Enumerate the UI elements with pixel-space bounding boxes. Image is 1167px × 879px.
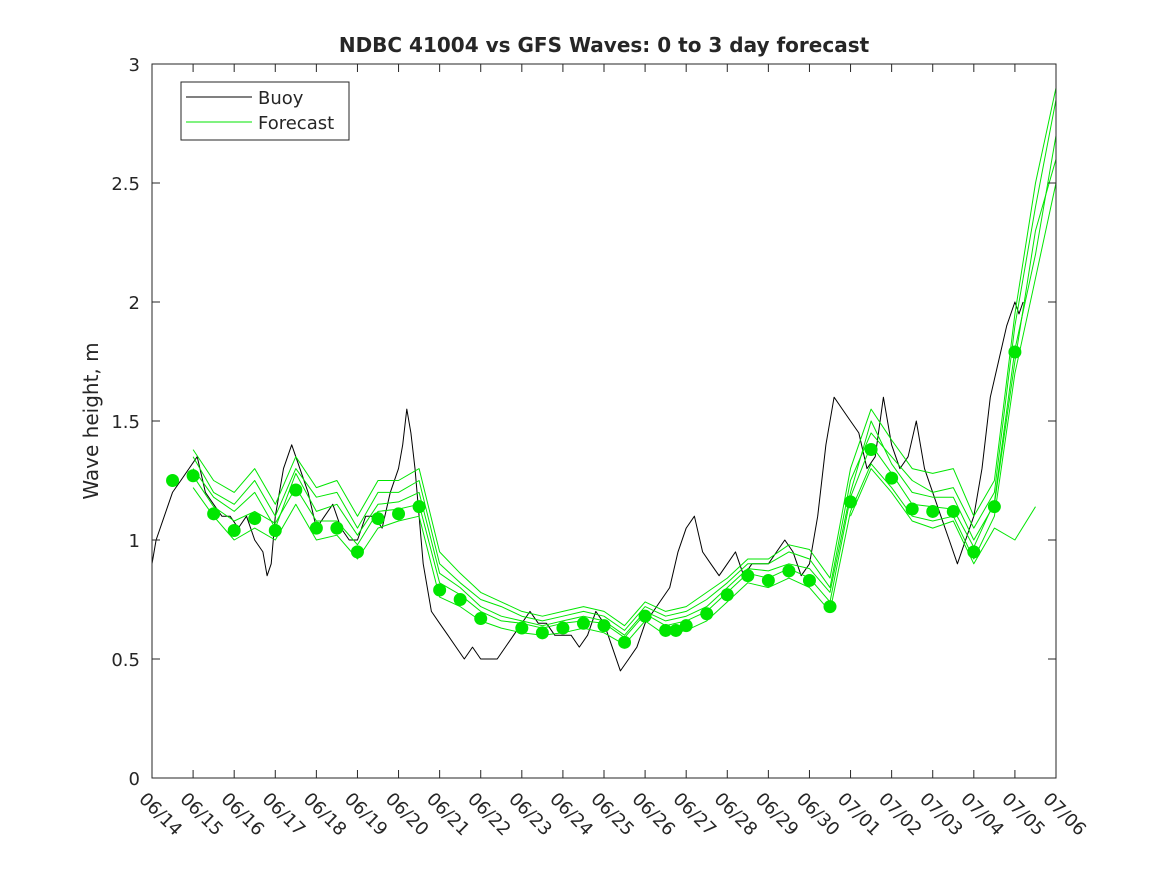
forecast-point	[556, 621, 570, 635]
forecast-point	[700, 607, 714, 621]
forecast-point	[844, 495, 858, 509]
y-tick-label: 3	[129, 55, 140, 76]
forecast-point	[371, 512, 385, 526]
forecast-line-2	[192, 99, 1056, 631]
y-tick-label: 0	[129, 769, 140, 790]
forecast-point	[309, 521, 323, 535]
forecast-point	[515, 621, 529, 635]
forecast-point	[741, 569, 755, 583]
forecast-point	[597, 619, 611, 633]
forecast-point	[638, 609, 652, 623]
forecast-point	[720, 588, 734, 602]
forecast-point	[433, 583, 447, 597]
y-axis-label: Wave height, m	[79, 342, 103, 499]
legend-buoy-label: Buoy	[258, 88, 304, 109]
forecast-line-4	[192, 159, 1056, 636]
legend-forecast-label: Forecast	[258, 113, 334, 134]
forecast-point	[350, 545, 364, 559]
forecast-point	[967, 545, 981, 559]
y-tick-label: 1.5	[111, 412, 140, 433]
forecast-point	[946, 504, 960, 518]
forecast-point	[659, 623, 673, 637]
forecast-point	[535, 626, 549, 640]
forecast-point	[618, 635, 632, 649]
y-tick-label: 0.5	[111, 650, 140, 671]
forecast-point	[885, 471, 899, 485]
forecast-point	[864, 443, 878, 457]
legend-box	[180, 81, 350, 141]
legend: Buoy Forecast	[180, 81, 350, 141]
forecast-point	[474, 612, 488, 626]
forecast-point	[227, 523, 241, 537]
forecast-point	[207, 507, 221, 521]
y-tick-label: 2.5	[111, 174, 140, 195]
chart-title: NDBC 41004 vs GFS Waves: 0 to 3 day fore…	[339, 33, 870, 57]
forecast-point	[186, 469, 200, 483]
y-tick-label: 2	[129, 293, 140, 314]
forecast-point	[802, 573, 816, 587]
forecast-point	[453, 593, 467, 606]
data-series	[152, 87, 1056, 672]
forecast-point	[412, 500, 426, 514]
forecast-point	[679, 619, 693, 633]
forecast-point	[330, 521, 344, 535]
forecast-point	[289, 483, 303, 497]
plot-area	[152, 87, 1056, 672]
forecast-point	[248, 512, 262, 526]
forecast-point	[823, 600, 837, 614]
forecast-line-5	[192, 87, 1056, 627]
forecast-point	[669, 623, 683, 637]
forecast-point	[166, 474, 180, 487]
forecast-point	[782, 564, 796, 578]
forecast-point	[392, 507, 406, 521]
forecast-line-6	[850, 468, 1036, 565]
y-tick-label: 1	[129, 531, 140, 552]
forecast-point	[1008, 345, 1022, 359]
buoy-line	[152, 301, 1024, 672]
forecast-point	[761, 573, 775, 587]
forecast-point	[576, 616, 590, 630]
forecast-point	[926, 504, 940, 518]
forecast-point	[987, 500, 1001, 514]
forecast-point	[905, 502, 919, 516]
forecast-point	[268, 523, 282, 537]
